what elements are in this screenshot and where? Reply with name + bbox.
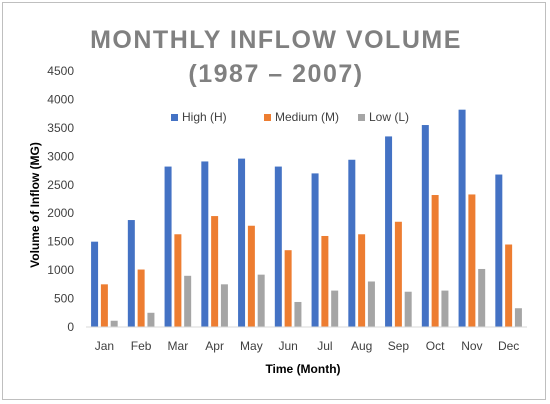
- bar-nov-low: [478, 268, 486, 327]
- x-tick-label: Nov: [461, 339, 482, 353]
- bar-oct-low: [441, 290, 449, 327]
- bar-jan-medium: [100, 284, 108, 327]
- bar-feb-medium: [137, 269, 145, 327]
- bar-mar-high: [164, 166, 172, 327]
- y-tick-label: 4500: [47, 64, 74, 78]
- bar-nov-high: [458, 109, 466, 328]
- x-tick-label: Jan: [95, 339, 114, 353]
- x-tick-label: Mar: [168, 339, 189, 353]
- x-tick-label: Aug: [351, 339, 372, 353]
- bar-aug-high: [348, 159, 356, 327]
- x-tick-label: Oct: [426, 339, 445, 353]
- bar-dec-low: [514, 308, 522, 327]
- bar-oct-medium: [431, 195, 439, 327]
- bar-jun-medium: [284, 250, 292, 327]
- legend-swatch: [358, 114, 365, 121]
- bar-may-medium: [247, 225, 255, 327]
- chart-title-line2: (1987 – 2007): [188, 60, 363, 88]
- bar-apr-low: [220, 284, 228, 327]
- x-tick-label: Apr: [205, 339, 224, 353]
- y-tick-label: 1000: [47, 263, 74, 277]
- legend-swatch: [264, 114, 271, 121]
- legend-label: Low (L): [369, 110, 409, 124]
- y-tick-label: 1500: [47, 235, 74, 249]
- y-tick-label: 3000: [47, 149, 74, 163]
- bar-sep-medium: [394, 221, 402, 327]
- bar-oct-high: [421, 125, 429, 327]
- x-tick-label: Sep: [388, 339, 410, 353]
- y-tick-label: 2500: [47, 178, 74, 192]
- bar-jun-high: [274, 166, 282, 327]
- x-tick-label: May: [240, 339, 263, 353]
- bar-nov-medium: [468, 194, 476, 327]
- legend: High (H) Medium (M) Low (L): [171, 110, 409, 124]
- chart-title-line1: MONTHLY INFLOW VOLUME: [90, 26, 462, 54]
- bar-jul-low: [331, 290, 339, 327]
- bar-jul-high: [311, 173, 319, 327]
- bar-apr-high: [201, 161, 209, 327]
- chart-frame: [2, 2, 546, 400]
- bar-aug-medium: [358, 234, 366, 327]
- x-tick-label: Dec: [498, 339, 519, 353]
- bar-jul-medium: [321, 235, 329, 327]
- y-tick-label: 3500: [47, 121, 74, 135]
- x-tick-label: Feb: [131, 339, 152, 353]
- bar-mar-medium: [174, 234, 182, 327]
- bar-aug-low: [367, 281, 375, 327]
- y-tick-label: 2000: [47, 206, 74, 220]
- bar-feb-high: [127, 220, 135, 327]
- bar-mar-low: [184, 275, 192, 327]
- y-axis-label: Volume of Inflow (MG): [28, 142, 42, 268]
- bar-apr-medium: [211, 216, 219, 327]
- x-tick-label: Jun: [278, 339, 297, 353]
- bar-jun-low: [294, 301, 302, 327]
- y-axis: 0 500 1000 1500 2000 2500 3000 3500 4000 4500: [47, 64, 74, 334]
- x-axis: Jan Feb Mar Apr May Jun Jul Aug Sep Oct Nov Dec: [95, 339, 520, 353]
- x-tick-label: Jul: [317, 339, 332, 353]
- bar-jan-low: [110, 320, 118, 327]
- y-tick-label: 500: [54, 292, 74, 306]
- legend-label: High (H): [182, 110, 227, 124]
- bar-feb-low: [147, 312, 155, 327]
- bar-sep-high: [385, 136, 393, 327]
- legend-label: Medium (M): [275, 110, 339, 124]
- x-axis-label: Time (Month): [265, 362, 340, 376]
- bar-dec-high: [495, 174, 503, 327]
- bar-sep-low: [404, 291, 412, 327]
- bar-dec-medium: [505, 244, 513, 327]
- y-tick-label: 4000: [47, 92, 74, 106]
- bar-may-high: [238, 158, 246, 327]
- legend-swatch: [171, 114, 178, 121]
- bar-may-low: [257, 274, 265, 327]
- y-tick-label: 0: [67, 320, 74, 334]
- bar-jan-high: [91, 241, 99, 327]
- bars: [91, 109, 522, 328]
